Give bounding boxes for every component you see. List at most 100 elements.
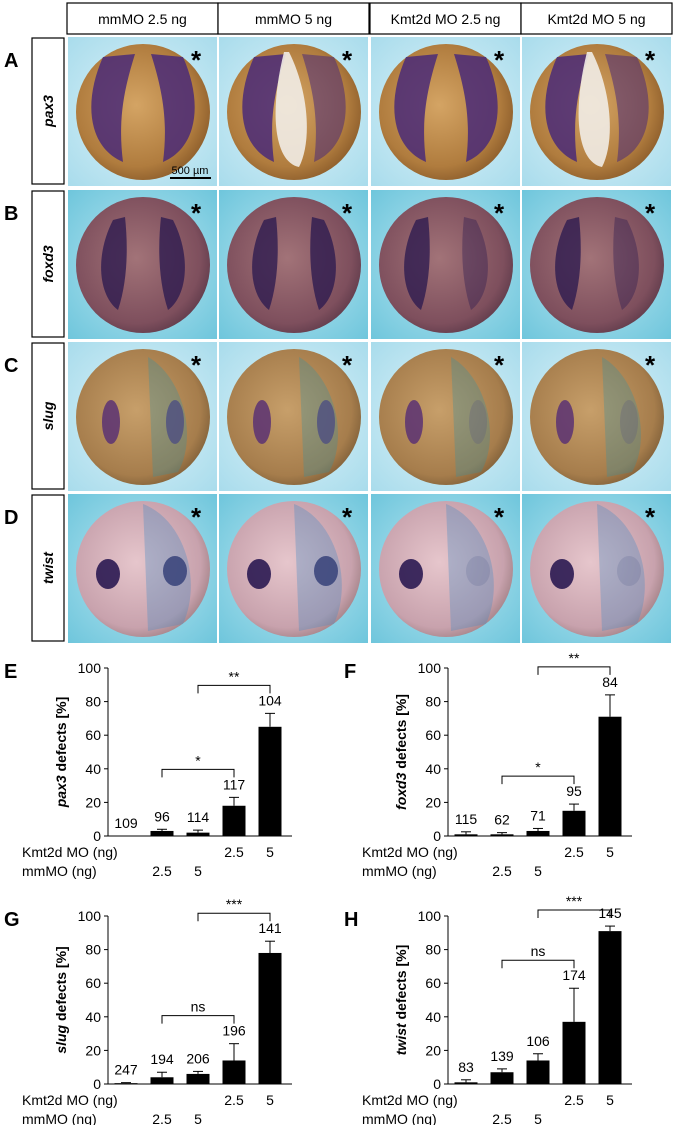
stain-right bbox=[462, 217, 488, 310]
injected-side-asterisk: * bbox=[645, 198, 656, 228]
kmt2d-row-label: Kmt2d MO (ng) bbox=[362, 1092, 458, 1108]
mmmo-row-label: mmMO (ng) bbox=[22, 863, 97, 879]
stain-right bbox=[466, 556, 490, 586]
y-tick-label: 60 bbox=[425, 727, 441, 743]
stain-left bbox=[102, 400, 120, 444]
injected-side-asterisk: * bbox=[645, 350, 656, 380]
injected-side-asterisk: * bbox=[191, 45, 202, 75]
stain-left bbox=[247, 559, 271, 589]
kmt2d-dose-label: 5 bbox=[606, 1092, 614, 1108]
lineage-tracer bbox=[446, 504, 494, 631]
significance-label: ns bbox=[191, 999, 206, 1015]
n-label: 139 bbox=[490, 1048, 514, 1064]
y-tick-label: 0 bbox=[433, 1076, 441, 1092]
bar bbox=[598, 931, 622, 1084]
mmmo-dose-label: 5 bbox=[194, 863, 202, 879]
n-label: 141 bbox=[258, 920, 282, 936]
stain-left bbox=[405, 400, 423, 444]
gene-label: foxd3 bbox=[40, 245, 56, 283]
significance-bracket bbox=[197, 912, 271, 922]
significance-label: * bbox=[195, 752, 201, 768]
significance-bracket bbox=[537, 909, 611, 918]
y-tick-label: 80 bbox=[425, 694, 441, 710]
embryo bbox=[227, 197, 361, 333]
y-tick-label: 20 bbox=[85, 1042, 101, 1058]
kmt2d-dose-label: 5 bbox=[266, 844, 274, 860]
column-header-box bbox=[217, 2, 370, 35]
mmmo-dose-label: 5 bbox=[194, 1111, 202, 1125]
stain-left bbox=[404, 217, 430, 310]
gene-label-box bbox=[31, 37, 65, 185]
stain-left bbox=[91, 54, 135, 162]
injected-side-asterisk: * bbox=[494, 198, 505, 228]
significance-label: * bbox=[535, 759, 541, 775]
stain-left bbox=[555, 217, 581, 310]
stain-right bbox=[166, 400, 184, 444]
n-label: 83 bbox=[458, 1059, 474, 1075]
lineage-tracer bbox=[602, 357, 641, 477]
bar bbox=[258, 952, 282, 1084]
mmmo-dose-label: 2.5 bbox=[152, 863, 172, 879]
y-tick-label: 0 bbox=[93, 1076, 101, 1092]
stain-left bbox=[556, 400, 574, 444]
n-label: 62 bbox=[494, 812, 510, 828]
column-header-box bbox=[520, 2, 673, 35]
bar bbox=[526, 1060, 550, 1084]
column-header-label: Kmt2d MO 5 ng bbox=[547, 11, 645, 27]
embryo bbox=[76, 349, 210, 485]
n-label: 96 bbox=[154, 808, 170, 824]
stain-left bbox=[242, 54, 286, 162]
bar bbox=[454, 1082, 478, 1084]
n-label: 104 bbox=[258, 692, 282, 708]
lineage-tracer bbox=[294, 504, 342, 631]
y-tick-label: 40 bbox=[425, 761, 441, 777]
n-label: 247 bbox=[114, 1062, 138, 1078]
n-label: 196 bbox=[222, 1023, 246, 1039]
stain-right bbox=[617, 556, 641, 586]
stain-left bbox=[96, 559, 120, 589]
panel-letter: C bbox=[4, 355, 18, 377]
stain-right bbox=[302, 54, 346, 162]
bar bbox=[562, 1021, 586, 1084]
kmt2d-row-label: Kmt2d MO (ng) bbox=[362, 844, 458, 860]
bar bbox=[526, 830, 550, 836]
y-tick-label: 20 bbox=[85, 794, 101, 810]
y-tick-label: 80 bbox=[85, 694, 101, 710]
kmt2d-dose-label: 5 bbox=[606, 844, 614, 860]
lineage-tracer bbox=[143, 504, 191, 631]
neural-plate-clear bbox=[578, 52, 610, 167]
lineage-tracer bbox=[451, 357, 490, 477]
injected-side-asterisk: * bbox=[494, 502, 505, 532]
gene-label: pax3 bbox=[40, 95, 56, 128]
stain-right bbox=[454, 54, 498, 162]
panel-letter: A bbox=[4, 50, 18, 72]
column-header-box bbox=[66, 2, 219, 35]
stain-left bbox=[253, 400, 271, 444]
y-tick-label: 40 bbox=[85, 1009, 101, 1025]
n-label: 194 bbox=[150, 1051, 174, 1067]
significance-bracket bbox=[161, 768, 235, 778]
gene-label: twist bbox=[40, 551, 56, 584]
stain-right bbox=[469, 400, 487, 444]
column-header-label: mmMO 2.5 ng bbox=[98, 11, 187, 27]
embryo bbox=[76, 197, 210, 333]
y-tick-label: 60 bbox=[85, 727, 101, 743]
y-tick-label: 100 bbox=[78, 660, 102, 676]
embryo bbox=[379, 349, 513, 485]
panel-letter: F bbox=[344, 661, 356, 683]
n-label: 206 bbox=[186, 1050, 210, 1066]
stain-right bbox=[613, 217, 639, 310]
lineage-tracer bbox=[148, 357, 187, 477]
kmt2d-dose-label: 2.5 bbox=[564, 844, 584, 860]
mmmo-dose-label: 5 bbox=[534, 1111, 542, 1125]
y-tick-label: 0 bbox=[93, 828, 101, 844]
neural-plate-clear bbox=[275, 52, 307, 167]
panel-letter: D bbox=[4, 507, 18, 529]
significance-label: ** bbox=[229, 668, 240, 684]
injected-side-asterisk: * bbox=[191, 198, 202, 228]
panel-letter: E bbox=[4, 661, 17, 683]
